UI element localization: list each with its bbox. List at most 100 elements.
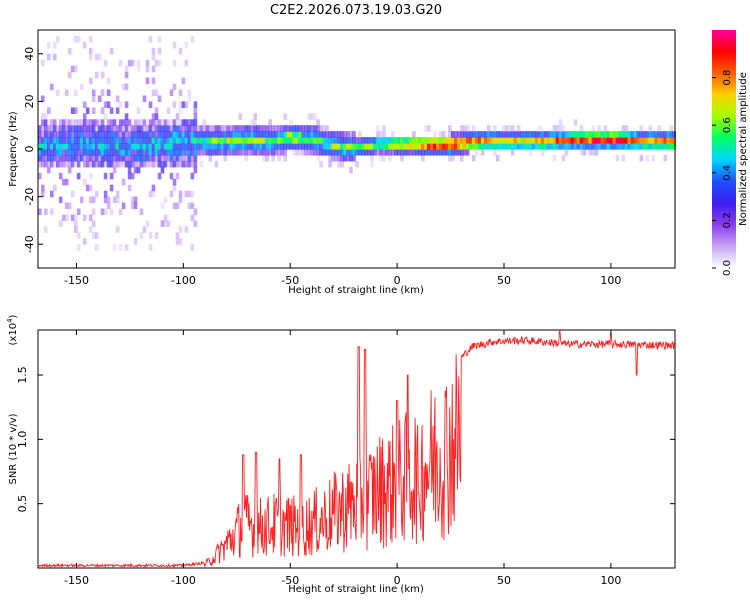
spectrogram-cell	[142, 160, 147, 168]
spectrogram-cell	[445, 149, 449, 156]
spectrogram-cell	[651, 143, 656, 150]
spectrogram-cell	[169, 149, 174, 156]
spectrogram-cell	[193, 137, 198, 144]
spectrogram-cell	[504, 125, 509, 132]
spectrogram-cell	[205, 137, 210, 144]
spectrogram-cell	[193, 166, 198, 174]
spectrogram-cell	[124, 154, 129, 162]
spectrogram-cell	[657, 137, 662, 144]
spectrogram-cell	[477, 143, 482, 150]
spectrogram-cell	[510, 125, 515, 132]
spectrogram-cell	[154, 143, 159, 150]
spectrogram-cell	[424, 137, 428, 144]
spectrogram-cell	[133, 131, 138, 138]
spectrogram-cell	[247, 149, 252, 156]
spectrogram-cell	[226, 137, 231, 144]
spectrogram-cell	[109, 125, 114, 132]
spectrogram-cell	[489, 143, 494, 150]
spectrogram-cell	[178, 238, 183, 245]
spectrogram-cell	[106, 143, 111, 150]
spectrogram-cell	[457, 131, 461, 138]
spectrogram-cell	[448, 137, 452, 144]
spectrogram-cell	[253, 125, 258, 132]
spectrogram-cell	[91, 160, 96, 168]
spectrogram-cell	[154, 125, 159, 132]
spectrogram-cell	[322, 143, 326, 150]
spectrogram-cell	[160, 125, 165, 132]
spectrogram-cell	[639, 125, 644, 132]
spectrogram-cell	[184, 226, 189, 233]
spectrogram-cell	[100, 160, 105, 168]
spectrogram-cell	[136, 119, 141, 126]
spectrogram-cell	[187, 95, 192, 103]
spectrogram-cell	[133, 202, 138, 210]
spectrogram-cell	[103, 196, 108, 204]
spectrogram-cell	[376, 125, 380, 132]
spectrogram-cell	[669, 125, 673, 132]
spectrogram-cell	[115, 190, 120, 198]
spectrogram-cell	[561, 131, 566, 138]
spectrogram-cell	[250, 131, 255, 138]
spectrogram-cell	[112, 196, 117, 204]
spectrogram-cell	[424, 149, 428, 156]
spectrogram-cell	[70, 119, 75, 126]
spectrogram-cell	[178, 160, 183, 168]
spectrogram-cell	[486, 137, 491, 144]
spectrogram-cell	[70, 160, 75, 168]
spectrogram-cell	[280, 143, 284, 150]
spectrogram-cell	[337, 131, 341, 138]
spectrogram-cell	[325, 125, 329, 132]
spectrogram-cell	[50, 119, 54, 126]
spectrogram-cell	[157, 125, 162, 132]
spectrogram-cell	[88, 36, 93, 43]
spectrogram-x-tick-label: 0	[394, 274, 401, 287]
spectrogram-cell	[495, 143, 500, 150]
spectrogram-cell	[115, 125, 120, 132]
spectrogram-cell	[457, 149, 461, 156]
spectrogram-cell	[471, 125, 476, 132]
spectrogram-cell	[100, 154, 105, 162]
spectrogram-cell	[82, 119, 87, 126]
spectrogram-cell	[151, 47, 156, 55]
spectrogram-cell	[391, 149, 395, 156]
spectrogram-y-tick-label: 20	[23, 94, 36, 108]
spectrogram-cell	[100, 131, 105, 138]
spectrogram-cell	[82, 41, 87, 49]
spectrogram-cell	[322, 125, 326, 132]
spectrogram-cell	[226, 149, 231, 156]
spectrogram-cell	[178, 196, 183, 204]
spectrogram-cell	[112, 149, 117, 156]
spectrogram-cell	[615, 154, 620, 162]
spectrogram-cell	[50, 208, 54, 216]
spectrogram-cell	[373, 149, 377, 156]
spectrogram-cell	[250, 125, 255, 132]
spectrogram-cell	[124, 101, 129, 108]
spectrogram-cell	[531, 131, 536, 138]
spectrogram-cell	[397, 137, 401, 144]
spectrogram-cell	[118, 143, 123, 150]
spectrogram-cell	[346, 137, 350, 144]
spectrogram-cell	[211, 125, 216, 132]
spectrogram-cell	[451, 149, 455, 156]
spectrogram-cell	[97, 137, 102, 144]
spectrogram-cell	[118, 208, 123, 216]
spectrogram-cell	[85, 119, 90, 126]
spectrogram-cell	[163, 154, 168, 162]
spectrogram-cell	[64, 125, 69, 132]
spectrogram-cell	[415, 143, 419, 150]
spectrogram-cell	[85, 125, 90, 132]
spectrogram-cell	[139, 131, 144, 138]
spectrogram-cell	[337, 160, 341, 168]
spectrogram-cell	[510, 131, 515, 138]
spectrogram-cell	[67, 160, 72, 168]
spectrogram-cell	[178, 137, 183, 144]
spectrogram-cell	[331, 131, 335, 138]
spectrogram-cell	[82, 101, 87, 108]
spectrogram-cell	[184, 137, 189, 144]
spectrogram-cell	[112, 244, 117, 251]
spectrogram-cell	[121, 137, 126, 144]
spectrogram-cell	[76, 154, 81, 162]
spectrogram-cell	[352, 137, 356, 144]
spectrogram-cell	[118, 137, 123, 144]
spectrogram-cell	[91, 125, 96, 132]
